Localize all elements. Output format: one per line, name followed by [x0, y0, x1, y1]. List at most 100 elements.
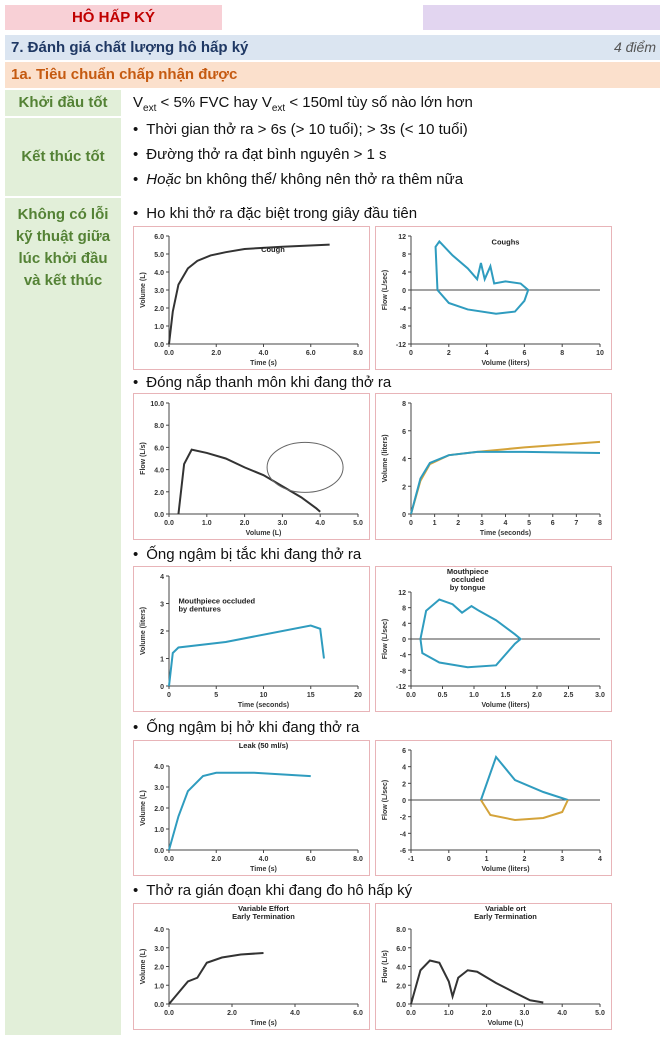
y-tick-label: 4.0: [154, 927, 164, 934]
y-tick-label: 4: [160, 574, 164, 581]
y-tick-label: 3.0: [154, 785, 164, 792]
curve: [479, 754, 569, 801]
y-tick-label: 12: [398, 234, 406, 241]
y-tick-label: 4: [402, 765, 406, 772]
text: V: [261, 94, 272, 111]
x-axis-label: Volume (liters): [481, 866, 529, 873]
x-tick-label: 3.0: [278, 520, 288, 527]
text: < 150ml tùy số nào lớn hơn: [285, 94, 473, 111]
y-tick-label: -4: [400, 306, 406, 313]
x-tick-label: 2.0: [240, 520, 250, 527]
text: Hoặc: [146, 171, 182, 188]
x-tick-label: 10: [260, 692, 268, 699]
figure: 0.0 1.0 2.0 3.0 4.0 5.0 6.0 0.0 2.0 4.0 6.0 8.0 Time…: [133, 226, 370, 370]
y-tick-label: -12: [396, 684, 406, 691]
figure: -6 -4 -2 0 2 4 6 -1 0 1 2 3 4 Volume (liters) Flow (L/…: [375, 740, 612, 876]
y-axis-label: Flow (L/sec): [382, 780, 389, 820]
x-tick-label: 6.0: [353, 1010, 363, 1017]
annotation: occluded: [451, 575, 484, 584]
section-bar: 7. Đánh giá chất lượng hô hấp ký 4 điểm: [5, 35, 660, 60]
curve: [410, 959, 544, 1005]
x-tick-label: 4.0: [259, 856, 269, 863]
x-tick-label: 5: [527, 520, 531, 527]
x-tick-label: 2.5: [564, 692, 574, 699]
annotation: Mouthpiece: [447, 567, 489, 576]
curve: [168, 243, 330, 345]
figure-border: [133, 566, 370, 712]
curve: [419, 598, 523, 669]
x-tick-label: 2.0: [211, 856, 221, 863]
y-tick-label: 6.0: [154, 445, 164, 452]
y-tick-label: 0.0: [154, 342, 164, 349]
y-tick-label: 1.0: [154, 983, 164, 990]
y-tick-label: 0.0: [154, 512, 164, 519]
subsection-title: 1a. Tiêu chuẩn chấp nhận được: [5, 62, 660, 88]
figure-border: [375, 903, 612, 1030]
x-tick-label: 6.0: [306, 350, 316, 357]
x-tick-label: 8: [560, 350, 564, 357]
section-points: 4 điểm: [613, 39, 656, 55]
y-tick-label: 6: [402, 748, 406, 755]
y-axis-label: Volume (L): [140, 272, 147, 308]
annotation: Leak (50 ml/s): [239, 741, 289, 750]
x-axis-label: Volume (liters): [481, 702, 529, 709]
y-tick-label: 6.0: [396, 946, 406, 953]
y-tick-label: -12: [396, 342, 406, 349]
x-tick-label: 2.0: [227, 1010, 237, 1017]
row-label: Không có lỗi kỹ thuật giữa lúc khởi đầu …: [5, 198, 121, 1035]
bullet: Ống ngậm bị tắc khi đang thở ra: [133, 546, 361, 563]
x-tick-label: 2: [456, 520, 460, 527]
figure: 0.0 1.0 2.0 3.0 4.0 0.0 2.0 4.0 6.0 8.0 Time (s) Vo…: [133, 740, 370, 876]
x-tick-label: 8: [598, 520, 602, 527]
x-tick-label: 2.0: [532, 692, 542, 699]
x-tick-label: 1.0: [444, 1010, 454, 1017]
row-label: Kết thúc tốt: [5, 118, 121, 196]
figure-border: [133, 740, 370, 876]
x-axis-label: Time (s): [250, 1020, 277, 1027]
figure: 0 2 4 6 8 0 1 2 3 4 5 6 7 8 Time (seconds) Volume (lite…: [375, 393, 612, 540]
figure-border: [375, 740, 612, 876]
x-axis-label: Volume (L): [488, 1020, 524, 1027]
subscript: ext: [143, 103, 157, 114]
x-tick-label: 4.0: [557, 1010, 567, 1017]
curve: [480, 799, 569, 822]
annotation: by tongue: [450, 583, 486, 592]
x-tick-label: 0: [447, 856, 451, 863]
y-tick-label: 0: [160, 684, 164, 691]
section-title: 7. Đánh giá chất lượng hô hấp ký: [11, 39, 249, 56]
x-tick-label: 4: [598, 856, 602, 863]
x-tick-label: 6: [522, 350, 526, 357]
y-axis-label: Flow (L/s): [382, 950, 389, 983]
x-tick-label: 6: [551, 520, 555, 527]
x-tick-label: 4.0: [290, 1010, 300, 1017]
x-tick-label: 2.0: [482, 1010, 492, 1017]
figure-border: [375, 566, 612, 712]
x-axis-label: Time (seconds): [238, 702, 289, 709]
y-tick-label: 1.0: [154, 827, 164, 834]
x-tick-label: -1: [408, 856, 414, 863]
text: < 5% FVC hay: [156, 94, 262, 111]
y-tick-label: -8: [400, 668, 406, 675]
row-label: Khởi đầu tốt: [5, 90, 121, 116]
y-axis-label: Volume (liters): [140, 607, 147, 655]
figure: 0.0 2.0 4.0 6.0 8.0 0.0 1.0 2.0 3.0 4.0 5.0 Volume …: [375, 903, 612, 1030]
x-tick-label: 3.0: [595, 692, 605, 699]
y-tick-label: -4: [400, 831, 406, 838]
y-tick-label: 2.0: [154, 306, 164, 313]
y-tick-label: -4: [400, 653, 406, 660]
x-tick-label: 0: [167, 692, 171, 699]
y-tick-label: 10.0: [150, 401, 164, 408]
x-tick-label: 8.0: [353, 856, 363, 863]
figure: 0.0 1.0 2.0 3.0 4.0 0.0 2.0 4.0 6.0 Time (s) Volum…: [133, 903, 370, 1030]
x-tick-label: 0: [409, 350, 413, 357]
bullet: Đóng nắp thanh môn khi đang thở ra: [133, 374, 391, 391]
y-tick-label: 4.0: [154, 764, 164, 771]
curve: [168, 624, 325, 687]
x-tick-label: 1.0: [469, 692, 479, 699]
x-tick-label: 4.0: [259, 350, 269, 357]
y-tick-label: 2.0: [154, 490, 164, 497]
bullet: Đường thở ra đạt bình nguyên > 1 s: [133, 146, 386, 163]
figure-border: [375, 226, 612, 370]
x-tick-label: 0.0: [164, 350, 174, 357]
